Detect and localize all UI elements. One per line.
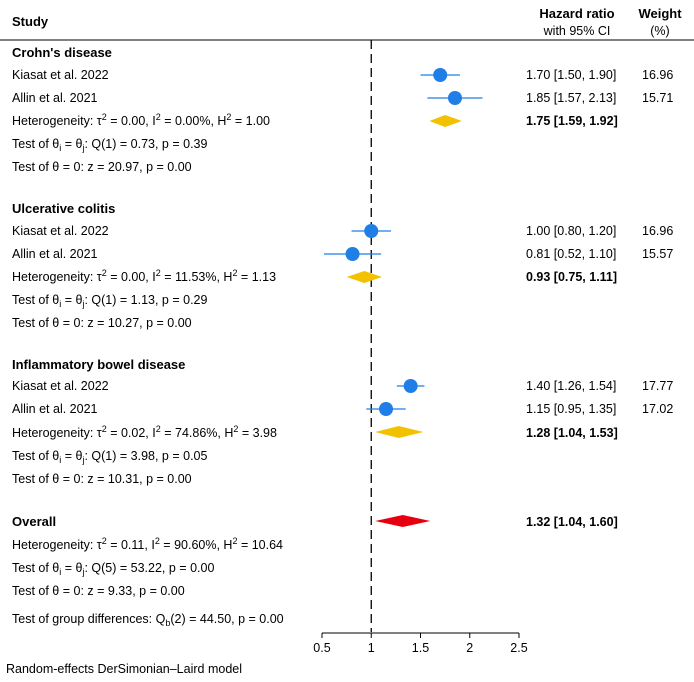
homogeneity-test: Test of θi = θj: Q(1) = 1.13, p = 0.29 — [12, 293, 207, 309]
study-marker — [403, 379, 418, 393]
zero-test: Test of θ = 0: z = 10.31, p = 0.00 — [12, 472, 192, 486]
overall-ci-text: 1.32 [1.04, 1.60] — [526, 515, 618, 529]
overall-title: Overall — [12, 514, 56, 529]
study-marker — [345, 247, 360, 261]
pooled-ci-text: 1.28 [1.04, 1.53] — [526, 426, 618, 440]
study-marker — [379, 402, 394, 416]
x-tick-label: 2.5 — [510, 641, 527, 655]
group-ibd: Inflammatory bowel disease Kiasat et al.… — [12, 357, 673, 486]
group-differences-test: Test of group differences: Qb(2) = 44.50… — [12, 612, 284, 628]
ci-text: 0.81 [0.52, 1.10] — [526, 247, 616, 261]
overall-homogeneity-test: Test of θi = θj: Q(5) = 53.22, p = 0.00 — [12, 561, 214, 577]
header-ci: with 95% CI — [543, 24, 611, 38]
header-hazard-ratio: Hazard ratio — [539, 6, 614, 21]
weight-text: 17.02 — [642, 402, 673, 416]
ci-text: 1.70 [1.50, 1.90] — [526, 68, 616, 82]
group-title: Crohn's disease — [12, 45, 112, 60]
group-title: Inflammatory bowel disease — [12, 357, 185, 372]
study-marker — [447, 91, 462, 105]
study-marker — [433, 68, 448, 82]
x-tick-label: 0.5 — [313, 641, 330, 655]
data-marks — [323, 68, 483, 527]
header-study: Study — [12, 14, 49, 29]
zero-test: Test of θ = 0: z = 10.27, p = 0.00 — [12, 316, 192, 330]
overall-section: Overall 1.32 [1.04, 1.60] Heterogeneity:… — [12, 514, 618, 628]
study-label: Allin et al. 2021 — [12, 247, 98, 261]
ci-text: 1.00 [0.80, 1.20] — [526, 224, 616, 238]
header-weight-unit: (%) — [650, 24, 669, 38]
weight-text: 15.71 — [642, 91, 673, 105]
study-label: Allin et al. 2021 — [12, 402, 98, 416]
ci-text: 1.85 [1.57, 2.13] — [526, 91, 616, 105]
heterogeneity-text: Heterogeneity: τ2 = 0.00, I2 = 0.00%, H2… — [12, 112, 270, 128]
heterogeneity-text: Heterogeneity: τ2 = 0.02, I2 = 74.86%, H… — [12, 424, 277, 440]
group-title: Ulcerative colitis — [12, 201, 115, 216]
weight-text: 17.77 — [642, 379, 673, 393]
footnote: Random-effects DerSimonian–Laird model — [6, 662, 242, 676]
weight-text: 16.96 — [642, 68, 673, 82]
weight-text: 15.57 — [642, 247, 673, 261]
homogeneity-test: Test of θi = θj: Q(1) = 0.73, p = 0.39 — [12, 137, 207, 153]
homogeneity-test: Test of θi = θj: Q(1) = 3.98, p = 0.05 — [12, 449, 207, 465]
group-ulcerative-colitis: Ulcerative colitis Kiasat et al. 2022 Al… — [12, 201, 673, 330]
subgroup-diamond — [375, 426, 424, 438]
pooled-ci-text: 0.93 [0.75, 1.11] — [526, 270, 617, 284]
overall-heterogeneity: Heterogeneity: τ2 = 0.11, I2 = 90.60%, H… — [12, 536, 283, 552]
x-tick-label: 1 — [368, 641, 375, 655]
study-label: Kiasat et al. 2022 — [12, 379, 109, 393]
group-crohns: Crohn's disease Kiasat et al. 2022 Allin… — [12, 45, 673, 174]
x-tick-label: 2 — [466, 641, 473, 655]
subgroup-diamond — [346, 271, 383, 283]
ci-text: 1.40 [1.26, 1.54] — [526, 379, 616, 393]
subgroup-diamond — [429, 115, 462, 127]
header-weight: Weight — [638, 6, 682, 21]
study-label: Kiasat et al. 2022 — [12, 224, 109, 238]
x-axis: 0.5 1 1.5 2 2.5 — [313, 632, 528, 655]
study-label: Kiasat et al. 2022 — [12, 68, 109, 82]
ci-text: 1.15 [0.95, 1.35] — [526, 402, 616, 416]
study-marker — [364, 224, 379, 238]
pooled-ci-text: 1.75 [1.59, 1.92] — [526, 114, 618, 128]
weight-text: 16.96 — [642, 224, 673, 238]
overall-diamond — [375, 515, 431, 527]
study-label: Allin et al. 2021 — [12, 91, 98, 105]
overall-zero-test: Test of θ = 0: z = 9.33, p = 0.00 — [12, 584, 185, 598]
zero-test: Test of θ = 0: z = 20.97, p = 0.00 — [12, 160, 192, 174]
x-tick-label: 1.5 — [412, 641, 429, 655]
heterogeneity-text: Heterogeneity: τ2 = 0.00, I2 = 11.53%, H… — [12, 268, 276, 284]
